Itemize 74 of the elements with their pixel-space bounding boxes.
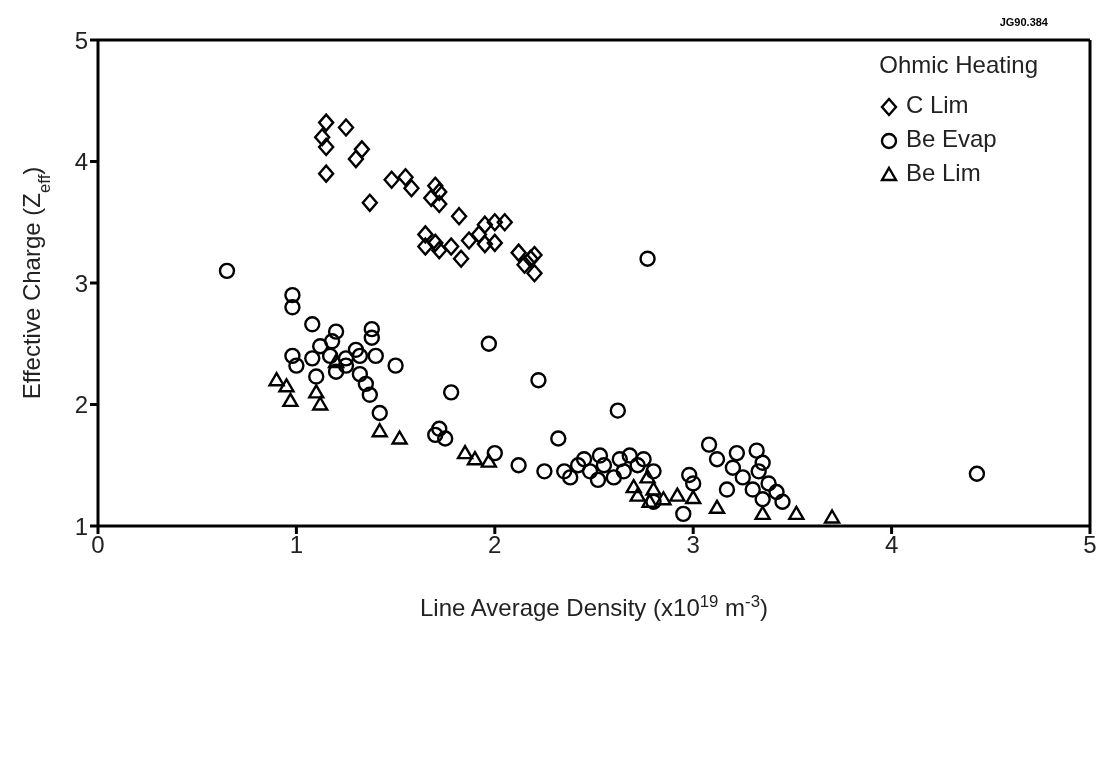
point bbox=[312, 396, 329, 411]
legend-label: Be Lim bbox=[904, 158, 982, 188]
point bbox=[470, 225, 488, 244]
y-tick-label: 1 bbox=[74, 512, 88, 540]
point bbox=[317, 113, 335, 132]
x-axis-title: Line Average Density (x10$^{19}$ m$^{-3}$) bbox=[420, 591, 768, 621]
point bbox=[496, 213, 513, 232]
legend-title: Ohmic Heating bbox=[879, 50, 1038, 80]
point bbox=[754, 505, 771, 521]
point bbox=[476, 234, 494, 254]
point bbox=[476, 215, 494, 234]
point bbox=[486, 233, 503, 253]
point bbox=[466, 450, 484, 466]
point bbox=[317, 137, 335, 157]
x-tick-label: 3 bbox=[686, 531, 700, 559]
point bbox=[423, 188, 440, 208]
point bbox=[522, 249, 539, 268]
point bbox=[669, 487, 686, 502]
y-tick-label: 5 bbox=[74, 26, 88, 54]
point bbox=[645, 481, 662, 496]
point bbox=[823, 509, 841, 524]
legend-label: C Lim bbox=[904, 90, 970, 120]
point bbox=[450, 206, 468, 226]
x-tick-label: 1 bbox=[289, 531, 304, 559]
x-tick-label: 0 bbox=[91, 531, 105, 559]
x-tick-label: 4 bbox=[884, 531, 899, 559]
legend-label: Be Evap bbox=[904, 124, 998, 154]
point bbox=[655, 491, 672, 506]
x-tick-label: 5 bbox=[1083, 531, 1097, 559]
point bbox=[431, 182, 448, 202]
point bbox=[353, 140, 371, 159]
point bbox=[625, 478, 642, 494]
point bbox=[708, 499, 726, 514]
text: JG90.384 bbox=[999, 16, 1048, 28]
point bbox=[516, 255, 533, 274]
point bbox=[361, 193, 379, 213]
y-tick-label: 4 bbox=[74, 148, 88, 176]
point bbox=[442, 237, 460, 256]
point bbox=[629, 487, 646, 502]
point bbox=[417, 225, 434, 244]
point bbox=[526, 245, 543, 265]
point bbox=[317, 164, 335, 183]
point bbox=[347, 149, 365, 169]
y-tick-label: 3 bbox=[74, 269, 88, 297]
point bbox=[641, 493, 658, 508]
point bbox=[788, 505, 805, 521]
point bbox=[313, 127, 331, 147]
point bbox=[327, 353, 345, 369]
point bbox=[452, 249, 470, 268]
point bbox=[417, 237, 434, 256]
point bbox=[510, 243, 527, 262]
point bbox=[282, 392, 299, 408]
x-tick-label: 2 bbox=[488, 531, 502, 559]
point bbox=[278, 378, 295, 393]
point bbox=[268, 372, 285, 387]
point bbox=[383, 170, 400, 189]
point bbox=[427, 176, 444, 195]
point bbox=[371, 423, 388, 438]
point bbox=[431, 194, 448, 214]
point bbox=[403, 179, 420, 198]
point bbox=[480, 453, 498, 468]
point bbox=[526, 264, 543, 283]
point bbox=[486, 213, 503, 232]
point bbox=[639, 469, 656, 484]
point bbox=[431, 241, 448, 260]
point bbox=[308, 384, 325, 399]
point bbox=[427, 233, 444, 253]
point bbox=[397, 168, 414, 187]
point bbox=[391, 430, 408, 445]
point bbox=[460, 231, 478, 250]
point bbox=[685, 489, 702, 505]
point bbox=[456, 444, 474, 460]
y-tick-label: 2 bbox=[74, 391, 88, 419]
point bbox=[337, 118, 355, 137]
